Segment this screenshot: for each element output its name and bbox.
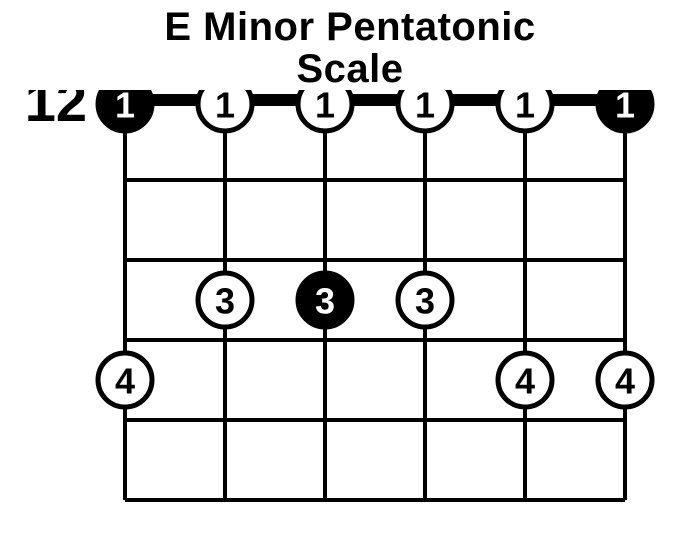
title-line-2: Scale [0,48,700,90]
fretboard-diagram: 12 1 1 1 1 1 1 3 3 3 4 4 4 [0,90,700,530]
finger-number: 1 [515,90,535,126]
finger-number: 4 [515,361,535,402]
finger-number: 1 [415,90,435,126]
finger-number: 1 [215,90,235,126]
diagram-title: E Minor Pentatonic Scale [0,0,700,90]
title-line-1: E Minor Pentatonic [0,6,700,48]
fret-number-label: 12 [25,90,87,133]
finger-number: 1 [615,90,635,126]
finger-number: 4 [615,361,635,402]
finger-number: 3 [215,281,235,322]
finger-number: 1 [115,90,135,126]
finger-number: 1 [315,90,335,126]
finger-number: 3 [415,281,435,322]
finger-number: 4 [115,361,135,402]
finger-number: 3 [315,281,335,322]
